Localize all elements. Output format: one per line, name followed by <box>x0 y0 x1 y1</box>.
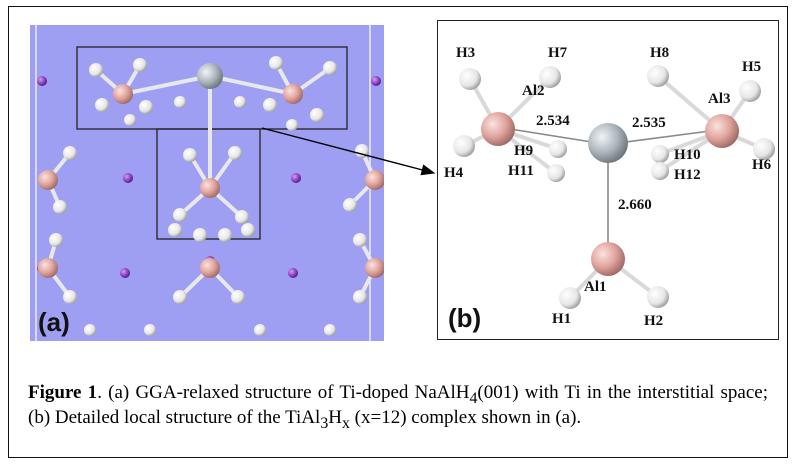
h2-atom <box>647 286 669 308</box>
label-al2: Al2 <box>522 83 545 99</box>
al1-atom <box>591 242 625 276</box>
label-h9: H9 <box>514 143 533 159</box>
panel-b-label: (b) <box>448 303 481 333</box>
h11-atom <box>547 164 565 182</box>
panel-a-structure: (a) <box>30 25 384 341</box>
label-h10: H10 <box>674 147 701 163</box>
label-h3: H3 <box>456 45 475 61</box>
label-h11: H11 <box>508 163 534 179</box>
label-al3: Al3 <box>708 91 731 107</box>
caption-text-4: (x=12) complex shown in (a). <box>349 406 582 428</box>
al3-atom <box>705 114 739 148</box>
figure-caption: Figure 1. (a) GGA-relaxed structure of T… <box>28 383 768 433</box>
label-al1: Al1 <box>584 279 607 295</box>
h1-atom <box>559 287 581 309</box>
h9-atom <box>549 140 567 158</box>
ti-atom <box>588 123 628 163</box>
h6-atom <box>753 138 775 160</box>
label-h6: H6 <box>752 157 772 173</box>
caption-text-2: (001) with Ti in the interstitial space;… <box>28 382 768 428</box>
distance-ti-al1: 2.660 <box>618 197 652 213</box>
label-h12: H12 <box>674 167 701 183</box>
h10-atom <box>651 145 669 163</box>
caption-label: Figure 1 <box>28 382 98 403</box>
distance-ti-al2: 2.534 <box>536 113 570 129</box>
distance-ti-al3: 2.535 <box>632 115 666 131</box>
caption-sub-1: 4 <box>469 389 478 407</box>
label-h8: H8 <box>650 45 669 61</box>
label-h2: H2 <box>644 313 663 329</box>
panel-a-image: (a) <box>35 25 384 341</box>
h5-atom <box>739 80 761 102</box>
caption-sub-2: 3 <box>320 414 329 432</box>
caption-text-1: . (a) GGA-relaxed structure of Ti-doped … <box>97 382 470 403</box>
h8-atom <box>647 65 669 87</box>
panel-a-label: (a) <box>38 307 70 337</box>
h3-atom <box>459 68 481 90</box>
label-h7: H7 <box>548 45 568 61</box>
label-h5: H5 <box>742 59 761 75</box>
h12-atom <box>651 162 669 180</box>
al2-atom <box>481 112 515 146</box>
caption-sub-3: x <box>341 414 350 432</box>
caption-text-3: H <box>328 406 342 428</box>
panel-b-complex: H3 H7 H8 H5 Al2 Al3 2.534 2.535 H4 H9 H1… <box>437 20 779 340</box>
panel-b-image: H3 H7 H8 H5 Al2 Al3 2.534 2.535 H4 H9 H1… <box>444 45 775 333</box>
h7-atom <box>539 66 561 88</box>
label-h1: H1 <box>552 311 571 327</box>
label-h4: H4 <box>444 165 464 181</box>
h4-atom <box>453 135 475 157</box>
